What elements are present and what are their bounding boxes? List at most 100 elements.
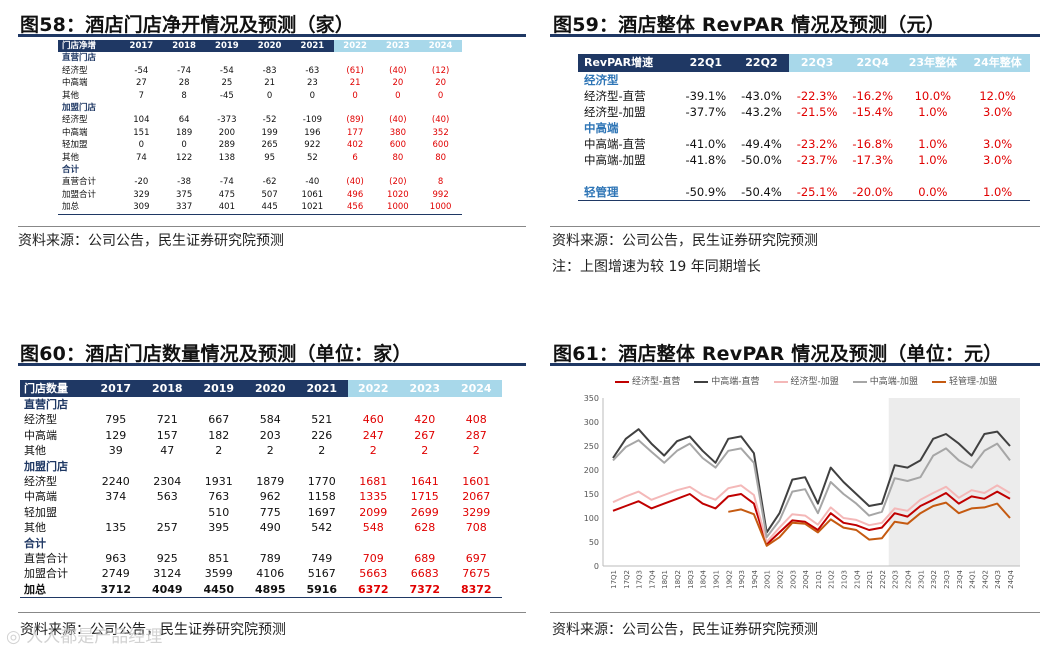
x-tick-label: 21Q2: [828, 570, 836, 589]
value-cell: 74: [135, 152, 147, 163]
value-cell: -40: [305, 177, 320, 188]
forecast-cell: 177: [347, 127, 364, 138]
forecast-cell: 2067: [462, 490, 491, 504]
row-label: 加总: [20, 581, 90, 599]
value-cell: 7: [138, 90, 145, 101]
forecast-cell: 709: [362, 552, 384, 566]
value-cell: -38: [177, 177, 192, 188]
value-cell: 157: [156, 428, 178, 442]
row-label: 其他: [62, 152, 80, 163]
x-tick-label: 18Q2: [674, 570, 682, 589]
value-cell: -74: [177, 65, 192, 76]
x-tick-label: 24Q3: [994, 570, 1002, 589]
value-cell: -54: [134, 65, 149, 76]
x-tick-label: 20Q2: [776, 570, 784, 589]
series-line-0: [612, 490, 1011, 546]
value-cell: 138: [218, 152, 235, 163]
value-cell: 2: [215, 444, 223, 458]
value-cell: -41.0%: [685, 137, 727, 151]
fig61-legend: 经济型-直营 中高端-直营 经济型-加盟 中高端-加盟 轻管理-加盟: [615, 374, 1011, 387]
value-cell: 4450: [193, 581, 245, 599]
header-cell: 2017: [120, 40, 163, 53]
value-cell: 1697: [307, 505, 336, 519]
fig60-title: 图60：酒店门店数量情况及预测（单位：家）: [20, 343, 412, 365]
forecast-cell: 1.0%: [918, 137, 948, 151]
value-cell: 521: [311, 413, 333, 427]
forecast-cell: 380: [389, 127, 406, 138]
x-tick-label: 23Q4: [956, 569, 964, 588]
value-cell: -20: [134, 177, 149, 188]
value-cell: 507: [261, 189, 278, 200]
y-tick-label: 300: [584, 418, 599, 427]
value-cell: 667: [208, 413, 230, 427]
table-row: 其他 135 257 395 490 542 548 628 708: [20, 520, 502, 535]
x-tick-label: 24Q1: [969, 570, 977, 589]
header-cell: 22Q3: [789, 54, 845, 72]
value-cell: 199: [261, 127, 278, 138]
row-label: 经济型-直营: [584, 89, 646, 103]
value-cell: -49.4%: [741, 137, 782, 151]
value-cell: 257: [156, 521, 178, 535]
row-label: 轻管理: [578, 184, 678, 201]
forecast-cell: -16.8%: [852, 137, 894, 151]
value-cell: 265: [261, 140, 278, 151]
forecast-cell: -15.4%: [852, 105, 894, 119]
value-cell: -43.0%: [741, 89, 782, 103]
fig58-title-rule: [18, 34, 526, 37]
header-cell: 2024: [450, 380, 502, 397]
forecast-cell: -21.5%: [796, 105, 838, 119]
table-row: 中高端 27 28 25 21 23 21 20 20: [58, 77, 462, 89]
row-label: 其他: [24, 444, 46, 458]
forecast-cell: 267: [414, 428, 436, 442]
section-label: 合计: [62, 165, 80, 176]
row-label: 中高端: [62, 127, 88, 138]
legend-swatch: [852, 380, 867, 383]
row-label: 其他: [62, 90, 80, 101]
value-cell: 4049: [141, 581, 193, 599]
value-cell: 0: [138, 140, 145, 151]
table-row: 经济型 -54 -74 -54 -83 -63 (61) (40) (12): [58, 65, 462, 77]
value-cell: 563: [156, 490, 178, 504]
table-row: 加总 309 337 401 445 1021 456 1000 1000: [58, 201, 462, 215]
value-cell: -109: [302, 115, 323, 126]
legend-label: 轻管理-加盟: [949, 377, 998, 387]
value-cell: 4895: [244, 581, 296, 599]
x-tick-label: 20Q3: [789, 570, 797, 589]
x-tick-label: 19Q3: [738, 570, 746, 589]
legend-label: 经济型-加盟: [790, 377, 839, 387]
table-row: 直营合计 963 925 851 789 749 709 689 697: [20, 551, 502, 566]
header-cell: 门店数量: [20, 380, 90, 397]
header-cell: 22Q1: [678, 54, 734, 72]
forecast-cell: -17.3%: [852, 153, 894, 167]
fig60-bottom-rule: [18, 612, 526, 613]
x-tick-label: 22Q3: [892, 570, 900, 589]
value-cell: 2: [318, 444, 326, 458]
row-label: 加盟合计: [62, 189, 97, 200]
series-line-3: [612, 439, 1011, 539]
value-cell: -50.0%: [741, 153, 782, 167]
row-label: 经济型: [62, 115, 88, 126]
forecast-cell: 1.0%: [918, 153, 948, 167]
legend-swatch: [615, 380, 629, 383]
fig60-title-rule: [18, 363, 526, 366]
forecast-cell: 0: [395, 90, 401, 101]
table-header-row: 门店数量 2017 2018 2019 2020 2021 2022 2023 2024: [20, 380, 502, 397]
header-cell: 2022: [333, 40, 377, 53]
fig58-source: 资料来源：公司公告，民生证券研究院预测: [18, 233, 284, 249]
value-cell: 39: [108, 444, 123, 458]
table-row: 经济型 795 721 667 584 521 460 420 408: [20, 412, 502, 427]
x-tick-label: 17Q1: [610, 570, 618, 589]
value-cell: -54: [219, 65, 234, 76]
forecast-cell: 708: [465, 521, 487, 535]
table-row: 轻加盟 510 775 1697 2099 2699 3299: [20, 505, 502, 520]
row-label: 经济型-加盟: [584, 105, 646, 119]
row-label: 其他: [24, 521, 46, 535]
table-row: 中高端-直营 -41.0% -49.4% -23.2% -16.8% 1.0% 3.0%: [578, 136, 1030, 152]
table-row: 中高端 374 563 763 962 1158 1335 1715 2067: [20, 489, 502, 504]
value-cell: -52: [262, 115, 277, 126]
y-tick-label: 100: [584, 514, 599, 523]
forecast-cell: 6: [352, 152, 358, 163]
forecast-cell: 287: [465, 428, 487, 442]
value-cell: 3124: [153, 567, 182, 581]
forecast-cell: 0: [437, 90, 444, 101]
